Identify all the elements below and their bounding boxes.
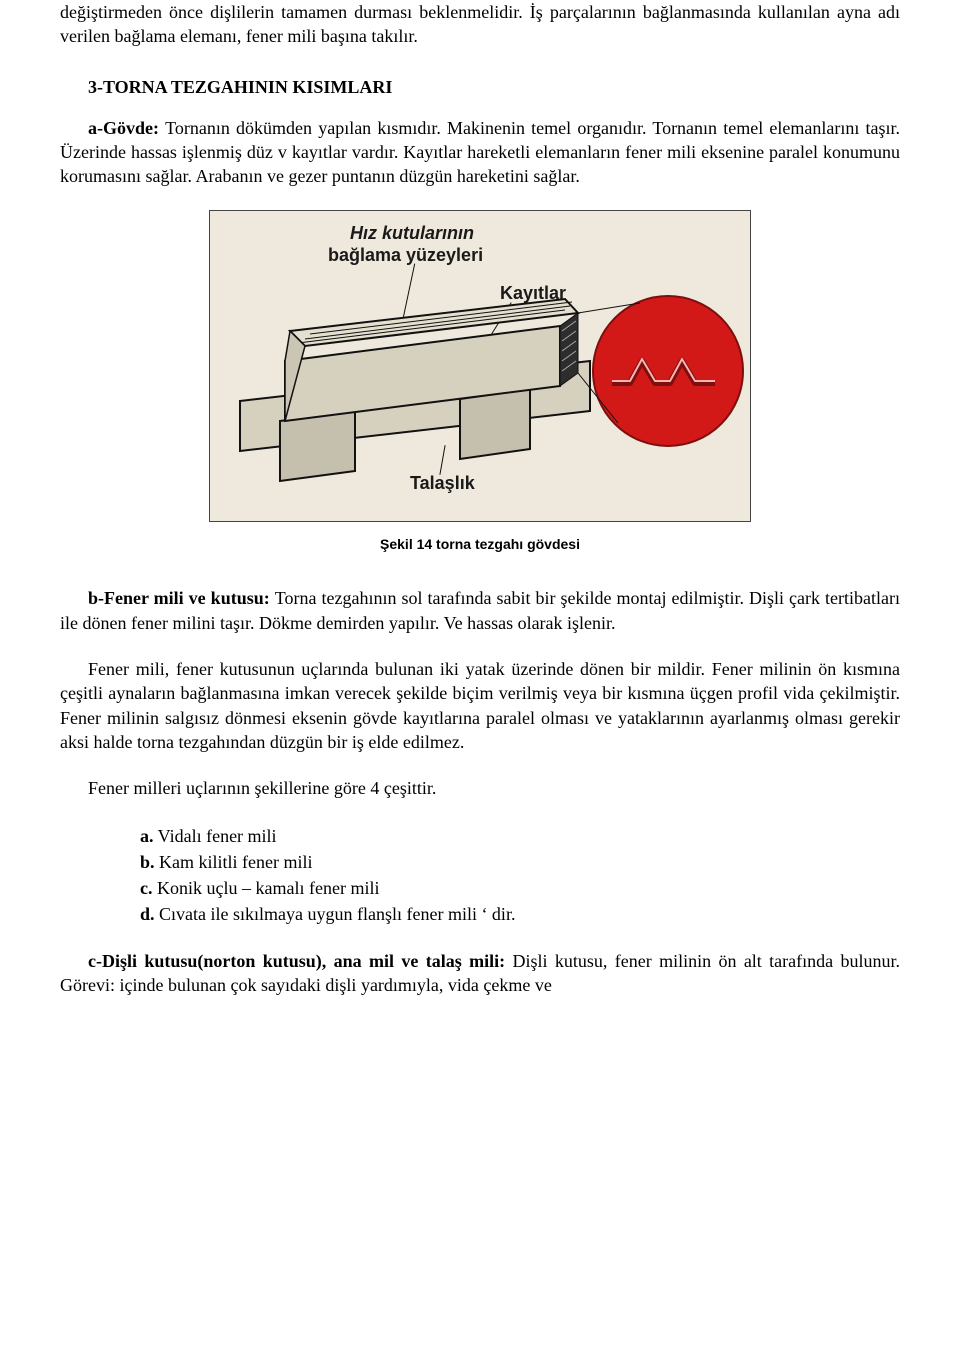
section-a-paragraph: a-Gövde: Tornanın dökümden yapılan kısmı… (60, 116, 900, 189)
section-a-text: Tornanın dökümden yapılan kısmıdır. Maki… (60, 118, 900, 187)
section-b-label: b-Fener mili ve kutusu: (88, 588, 275, 608)
list-text: Konik uçlu – kamalı fener mili (153, 878, 380, 898)
list-label: a. (140, 826, 154, 846)
section-c-paragraph: c-Dişli kutusu(norton kutusu), ana mil v… (60, 949, 900, 998)
fener-mili-list: a. Vidalı fener mili b. Kam kilitli fene… (60, 823, 900, 927)
list-label: d. (140, 904, 155, 924)
list-text: Vidalı fener mili (154, 826, 277, 846)
list-item: c. Konik uçlu – kamalı fener mili (140, 875, 900, 901)
section-a-label: a-Gövde: (88, 118, 165, 138)
intro-paragraph: değiştirmeden önce dişlilerin tamamen du… (60, 0, 900, 49)
section-b-paragraph-1: b-Fener mili ve kutusu: Torna tezgahının… (60, 586, 900, 635)
list-text: Cıvata ile sıkılmaya uygun flanşlı fener… (155, 904, 516, 924)
list-item: b. Kam kilitli fener mili (140, 849, 900, 875)
figure-container: Hız kutularının bağlama yüzeyleri Kayıtl… (60, 210, 900, 522)
section-c-label: c-Dişli kutusu(norton kutusu), ana mil v… (88, 951, 513, 971)
list-item: a. Vidalı fener mili (140, 823, 900, 849)
page-root: değiştirmeden önce dişlilerin tamamen du… (0, 0, 960, 1345)
section-b-paragraph-3: Fener milleri uçlarının şekillerine göre… (60, 776, 900, 800)
list-text: Kam kilitli fener mili (155, 852, 313, 872)
lathe-drawing (210, 211, 750, 521)
section-b-paragraph-2: Fener mili, fener kutusunun uçlarında bu… (60, 657, 900, 754)
figure-caption: Şekil 14 torna tezgahı gövdesi (60, 536, 900, 552)
list-item: d. Cıvata ile sıkılmaya uygun flanşlı fe… (140, 901, 900, 927)
list-label: b. (140, 852, 155, 872)
heading-section-3: 3-TORNA TEZGAHININ KISIMLARI (60, 77, 900, 98)
figure-lathe-body: Hız kutularının bağlama yüzeyleri Kayıtl… (209, 210, 751, 522)
list-label: c. (140, 878, 153, 898)
